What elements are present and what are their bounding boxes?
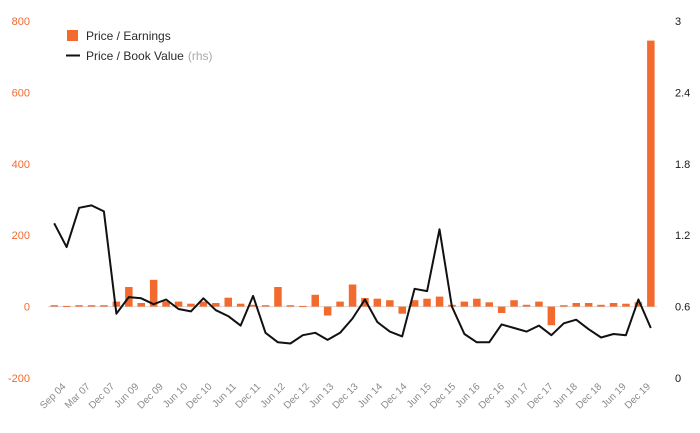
pe-bar — [137, 303, 145, 307]
pe-bar — [286, 305, 295, 307]
pe-bar — [597, 304, 605, 307]
pe-bar — [485, 302, 493, 307]
pe-bar — [609, 303, 618, 307]
x-tick-label: Dec 19 — [623, 381, 653, 411]
pe-bar — [149, 279, 158, 307]
pe-bar — [249, 304, 257, 307]
x-tick-label: Dec 09 — [136, 381, 166, 411]
pe-bar — [336, 301, 344, 307]
right-tick-label: 3 — [675, 16, 681, 28]
legend-swatch-price-earnings — [67, 30, 78, 41]
pe-bar — [323, 306, 332, 316]
x-tick-label: Dec 11 — [234, 381, 264, 411]
x-tick-label: Dec 12 — [282, 381, 312, 411]
pe-bar — [100, 305, 108, 307]
pe-bar — [299, 305, 307, 307]
pe-bar — [398, 306, 406, 314]
pe-bar — [622, 303, 630, 307]
pe-bar — [261, 305, 270, 307]
pe-bar — [187, 303, 195, 307]
pe-bar — [522, 304, 531, 307]
pe-bar — [423, 298, 431, 307]
pe-bar — [224, 297, 232, 307]
pe-bar — [212, 303, 220, 307]
pe-bar — [174, 301, 183, 307]
left-tick-label: 0 — [24, 302, 30, 314]
pe-bar — [348, 284, 357, 307]
pe-bar — [584, 303, 593, 307]
legend: Price / Earnings Price / Book Value (rhs) — [66, 29, 213, 63]
x-tick-label: Dec 18 — [574, 381, 604, 411]
pe-bar — [460, 301, 469, 307]
pe-bar — [647, 40, 655, 307]
x-tick-label: Sep 04 — [38, 381, 68, 411]
right-tick-label: 0 — [675, 373, 681, 385]
left-tick-label: 800 — [12, 16, 30, 28]
pe-bar — [50, 305, 58, 307]
pe-bar — [361, 298, 369, 307]
pe-bar — [473, 298, 481, 307]
right-tick-label: 1.8 — [675, 159, 690, 171]
x-tick-label: Dec 16 — [477, 381, 507, 411]
price-book-line — [53, 204, 652, 345]
x-tick-label: Dec 14 — [379, 381, 409, 411]
left-tick-label: 400 — [12, 159, 30, 171]
x-tick-label: Dec 07 — [87, 381, 117, 411]
pe-bar — [274, 287, 282, 307]
legend-label-price-earnings: Price / Earnings — [86, 29, 171, 43]
left-tick-label: 600 — [12, 87, 30, 99]
pe-bar — [497, 306, 506, 313]
left-tick-label: -200 — [8, 373, 30, 385]
pe-bar — [547, 306, 556, 326]
pe-bar — [510, 300, 518, 307]
x-tick-label: Dec 10 — [184, 381, 214, 411]
right-axis: 3 2.4 1.8 1.2 0.6 0 — [675, 16, 690, 385]
pe-bar — [62, 305, 71, 307]
pe-bar — [634, 302, 643, 307]
svg-text:Price / Book Value(rhs): Price / Book Value (rhs) — [86, 49, 213, 63]
left-axis: 800 600 400 200 0 -200 — [8, 16, 30, 385]
pe-bar — [373, 298, 382, 307]
pe-bar — [199, 301, 208, 307]
pe-bar — [410, 300, 419, 307]
pe-bar — [386, 300, 394, 307]
left-tick-label: 200 — [12, 230, 30, 242]
price-earnings-bars — [50, 40, 655, 326]
pe-bar — [435, 296, 444, 307]
pe-bar — [112, 301, 121, 307]
x-tick-label: Dec 13 — [331, 381, 361, 411]
x-tick-label: Dec 17 — [525, 381, 555, 411]
pe-bar — [162, 301, 170, 307]
pe-bar — [572, 303, 580, 307]
x-tick-label: Dec 15 — [428, 381, 458, 411]
right-tick-label: 2.4 — [675, 87, 690, 99]
pe-bar — [311, 294, 319, 307]
legend-label-price-book: Price / Book Value — [86, 49, 184, 63]
right-tick-label: 1.2 — [675, 230, 690, 242]
pe-bar — [75, 305, 83, 307]
pe-bar — [87, 305, 96, 307]
pe-bar — [560, 305, 568, 307]
pe-bar — [236, 303, 245, 307]
legend-label-price-book-aside: (rhs) — [188, 49, 213, 63]
pe-bar — [535, 301, 543, 307]
right-tick-label: 0.6 — [675, 302, 690, 314]
